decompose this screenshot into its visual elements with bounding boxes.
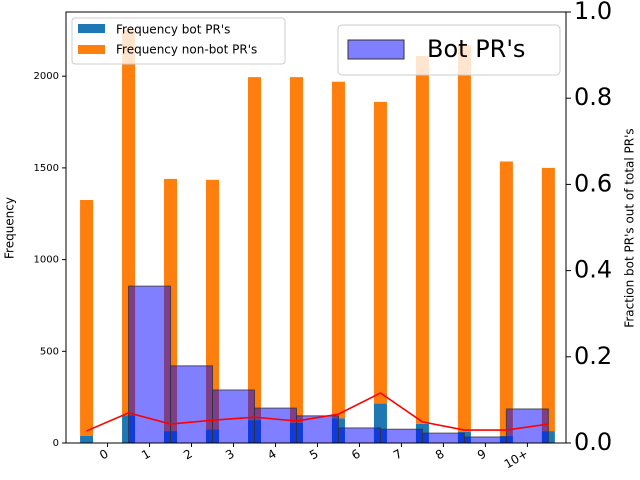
legend-swatch bbox=[347, 39, 405, 60]
legend-box bbox=[71, 17, 286, 65]
x-tick-label: 9 bbox=[475, 447, 489, 463]
y2-tick-label: 0.4 bbox=[574, 256, 612, 284]
x-tick-label: 0 bbox=[97, 447, 111, 463]
x-tick-label: 7 bbox=[391, 447, 405, 463]
histogram-bar bbox=[170, 365, 214, 443]
y-tick-label: 0 bbox=[53, 438, 59, 449]
histogram-bar bbox=[505, 408, 549, 443]
legend: Frequency bot PR's Frequency non-bot PR'… bbox=[71, 17, 286, 65]
bar bbox=[80, 435, 94, 443]
bar bbox=[541, 167, 555, 432]
y-tick-label: 2000 bbox=[34, 71, 59, 82]
legend-swatch bbox=[78, 45, 105, 54]
histogram-bar bbox=[128, 285, 172, 443]
histogram-bar bbox=[463, 436, 507, 443]
bar bbox=[457, 45, 471, 432]
bar bbox=[289, 77, 303, 423]
legend-label: Frequency non-bot PR's bbox=[116, 43, 257, 57]
y2-tick-label: 0.8 bbox=[574, 83, 612, 111]
histogram-bar bbox=[253, 407, 297, 443]
x-tick-label: 5 bbox=[307, 447, 321, 463]
x-tick-label: 1 bbox=[139, 447, 153, 463]
y2-tick-label: 1.0 bbox=[574, 0, 612, 25]
bar bbox=[331, 81, 345, 419]
bar bbox=[415, 56, 429, 424]
y2-tick-label: 0.0 bbox=[574, 428, 612, 456]
plot-area bbox=[80, 30, 555, 443]
x-tick-label: 10+ bbox=[502, 447, 531, 472]
bar bbox=[80, 199, 94, 436]
legend: Bot PR's bbox=[337, 24, 561, 76]
x-tick-label: 3 bbox=[223, 447, 237, 463]
legend-label: Frequency bot PR's bbox=[116, 23, 230, 37]
line bbox=[86, 392, 549, 432]
bar bbox=[373, 101, 387, 404]
y-tick-label: 1500 bbox=[34, 163, 59, 174]
x-tick-label: 6 bbox=[349, 447, 363, 463]
x-tick-label: 8 bbox=[433, 447, 447, 463]
histogram-bar bbox=[337, 427, 381, 443]
bar bbox=[499, 161, 513, 436]
legend-box bbox=[337, 24, 561, 76]
histogram-bar bbox=[421, 432, 465, 443]
legend-swatch bbox=[78, 24, 105, 33]
y2-tick-label: 0.6 bbox=[574, 169, 612, 197]
y-tick-label: 500 bbox=[40, 346, 59, 357]
legend-label: Bot PR's bbox=[427, 35, 525, 63]
y2-tick-label: 0.2 bbox=[574, 342, 612, 370]
histogram-bar bbox=[212, 389, 255, 443]
y2-axis-label: Fraction bot PR's out of total PR's bbox=[623, 128, 637, 327]
axes-frame bbox=[65, 11, 567, 444]
x-tick-label: 4 bbox=[265, 447, 279, 463]
histogram-bar bbox=[379, 428, 423, 443]
y-tick-label: 1000 bbox=[34, 255, 59, 266]
x-tick-label: 2 bbox=[181, 447, 195, 463]
bar bbox=[247, 77, 262, 421]
y-axis-label: Frequency bbox=[3, 197, 17, 259]
